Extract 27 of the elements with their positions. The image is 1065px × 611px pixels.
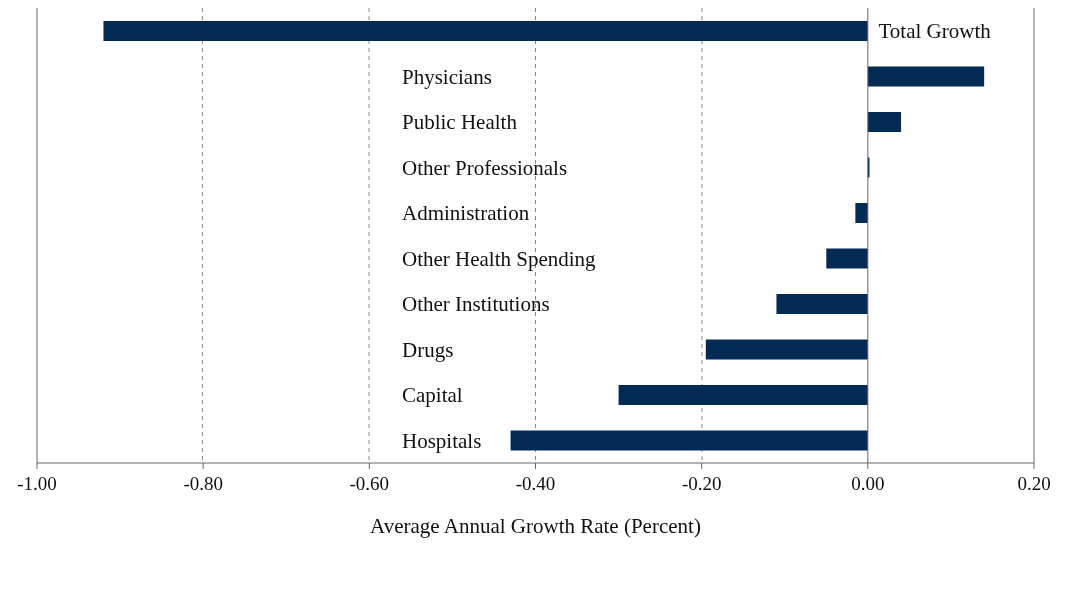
bar (705, 339, 868, 360)
y-tick-label: Physicians (402, 64, 492, 89)
y-tick-label: Total Growth (878, 19, 992, 43)
y-tick-label: Public Health (402, 110, 518, 134)
y-tick-label: Other Institutions (402, 292, 550, 316)
x-axis-title: Average Annual Growth Rate (Percent) (370, 514, 701, 538)
x-tick-label: 0.20 (1017, 473, 1051, 495)
y-tick-label: Administration (402, 201, 530, 225)
bar (826, 248, 868, 269)
x-tick-label: -0.40 (515, 473, 556, 495)
x-tick-label: -1.00 (17, 473, 57, 495)
bar (618, 385, 868, 405)
bar (510, 430, 868, 451)
bar (867, 112, 902, 132)
y-tick-label: Other Professionals (402, 155, 568, 180)
bar (867, 66, 985, 87)
bar (855, 203, 868, 223)
bar (776, 294, 868, 314)
x-tick-label: -0.80 (183, 473, 223, 495)
x-tick-label: -0.20 (681, 473, 722, 495)
y-tick-label: Hospitals (402, 428, 482, 453)
x-tick-label: -0.60 (349, 473, 390, 495)
y-tick-label: Other Health Spending (402, 246, 597, 271)
y-tick-label: Drugs (402, 337, 454, 362)
bar (103, 21, 868, 41)
x-tick-label: 0.00 (851, 473, 885, 495)
y-tick-label: Capital (402, 383, 463, 407)
